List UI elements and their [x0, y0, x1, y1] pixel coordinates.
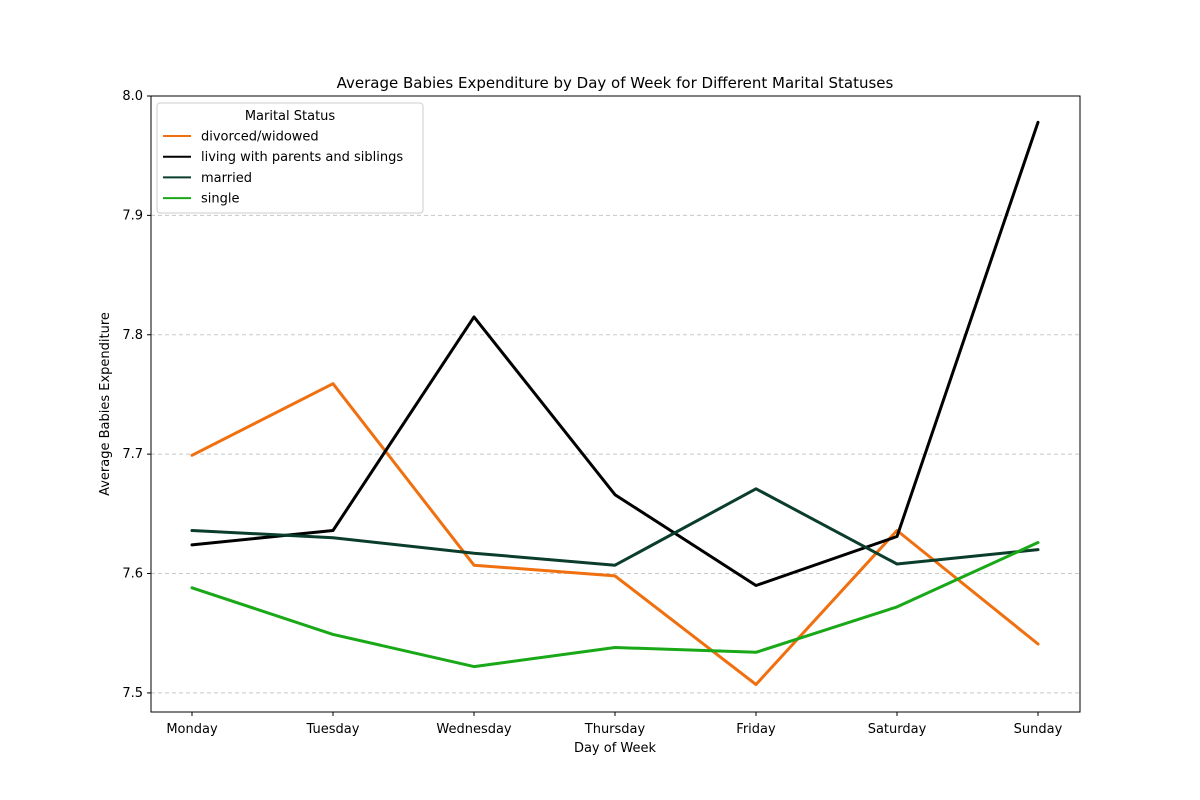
x-tick-label: Tuesday [306, 722, 360, 737]
legend-items: divorced/widowed living with parents and … [163, 130, 403, 207]
legend-title: Marital Status [245, 109, 336, 124]
y-axis: 7.5 7.6 7.7 7.8 7.9 8.0 [122, 89, 151, 701]
y-tick-label: 7.8 [122, 328, 143, 343]
y-tick-label: 7.5 [122, 686, 143, 701]
legend-box [156, 102, 424, 214]
legend-label: living with parents and siblings [201, 150, 403, 165]
series-line-married [190, 487, 1040, 567]
chart-title: Average Babies Expenditure by Day of Wee… [337, 74, 894, 92]
y-tick-label: 7.6 [122, 567, 143, 582]
series-line-living-with-parents-and-siblings [190, 120, 1040, 587]
legend-label: single [201, 192, 240, 207]
x-axis: Monday Tuesday Wednesday Thursday Friday Satu… [166, 712, 1063, 737]
x-tick-label: Thursday [584, 722, 646, 737]
legend-label: married [201, 171, 252, 186]
x-tick-label: Sunday [1014, 722, 1063, 737]
series-lines [190, 120, 1040, 686]
y-tick-label: 8.0 [122, 89, 143, 104]
x-tick-label: Wednesday [436, 722, 512, 737]
series-line-divorced-widowed [190, 382, 1040, 686]
x-axis-label: Day of Week [574, 741, 657, 756]
y-tick-label: 7.7 [122, 447, 143, 462]
legend: Marital Status divorced/widowed living wi… [156, 102, 424, 214]
series-line-single [190, 541, 1040, 669]
y-axis-label: Average Babies Expenditure [98, 312, 113, 496]
x-tick-label: Friday [736, 722, 776, 737]
y-tick-label: 7.9 [122, 208, 143, 223]
x-tick-label: Saturday [868, 722, 927, 737]
x-tick-label: Monday [166, 722, 218, 737]
legend-label: divorced/widowed [201, 130, 319, 145]
